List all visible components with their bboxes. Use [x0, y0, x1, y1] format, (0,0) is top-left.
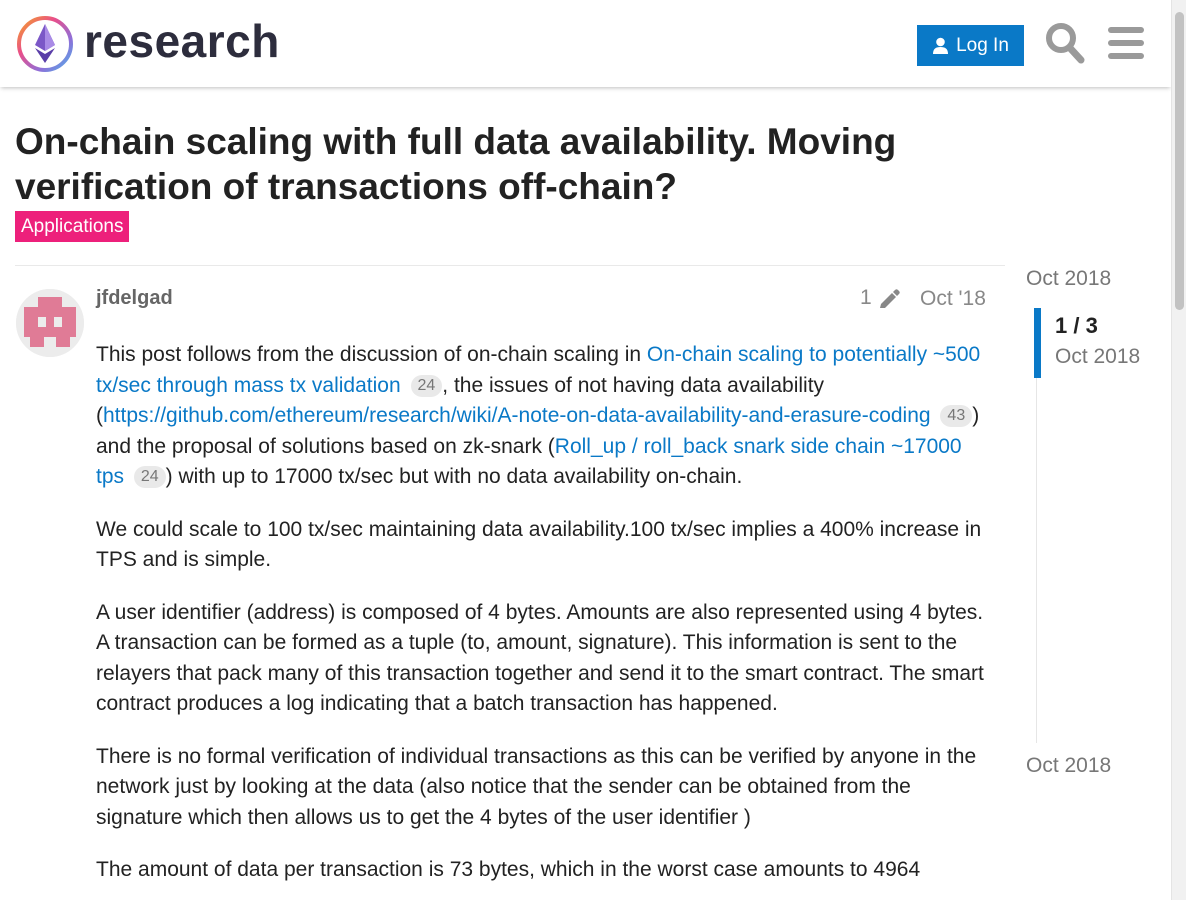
scrollbar-thumb[interactable]	[1175, 12, 1184, 310]
timeline-track[interactable]	[1036, 308, 1037, 743]
log-in-button[interactable]: Log In	[917, 25, 1024, 66]
timeline-handle[interactable]	[1034, 308, 1041, 378]
log-in-label: Log In	[956, 34, 1009, 56]
hamburger-menu-icon[interactable]	[1106, 24, 1146, 62]
pencil-icon	[879, 289, 900, 308]
post-username[interactable]: jfdelgad	[96, 287, 173, 309]
edit-history-button[interactable]: 1	[860, 286, 902, 310]
topic-link-onchain-scaling[interactable]: On-chain scaling to potentially ~500 tx/…	[96, 343, 981, 397]
avatar[interactable]	[16, 289, 84, 357]
link-click-count: 24	[410, 374, 443, 397]
topic-link-roll-up[interactable]: Roll_up / roll_back snark side chain ~17…	[96, 434, 962, 489]
post-date[interactable]: Oct '18	[920, 287, 986, 310]
category-badge[interactable]: Applications	[15, 211, 130, 242]
link-click-count: 43	[940, 405, 973, 427]
search-button[interactable]	[1043, 20, 1087, 66]
post-body: This post follows from the discussion of…	[96, 340, 986, 908]
post-paragraph: We could scale to 100 tx/sec maintaining…	[96, 517, 982, 572]
post-paragraph: This post follows from the discussion of…	[96, 340, 986, 493]
paragraph-text: , the issues of not having data availabi…	[96, 373, 825, 428]
edit-count: 1	[860, 286, 872, 309]
user-icon	[933, 37, 949, 54]
timeline-end-date[interactable]: Oct 2018	[1026, 754, 1112, 777]
post-paragraph: A user identifier (address) is composed …	[96, 600, 984, 716]
timeline-start-date[interactable]: Oct 2018	[1026, 267, 1112, 290]
paragraph-text: This post follows from the discussion of…	[96, 343, 647, 366]
topic-title[interactable]: On-chain scaling with full data availabi…	[15, 121, 897, 207]
divider	[15, 265, 1005, 266]
external-link-data-availability[interactable]: https://github.com/ethereum/research/wik…	[103, 404, 931, 427]
timeline-current-date: Oct 2018	[1055, 345, 1141, 368]
timeline-position: 1 / 3	[1055, 313, 1098, 338]
paragraph-text: ) with up to 17000 tx/sec but with no da…	[165, 465, 743, 488]
post-paragraph: The amount of data per transaction is 73…	[96, 858, 921, 881]
page-scrollbar[interactable]	[1171, 0, 1186, 900]
paragraph-text: ) and the proposal of solutions based on…	[96, 404, 980, 458]
site-logo[interactable]: research	[16, 14, 296, 74]
site-header: research Log In	[0, 0, 1171, 87]
post-paragraph: There is no formal verification of indiv…	[96, 744, 977, 829]
link-click-count: 24	[133, 466, 166, 488]
ethereum-logo-icon	[17, 16, 73, 72]
logo-text: research	[84, 15, 280, 67]
identicon-avatar	[16, 289, 84, 357]
search-icon	[1046, 23, 1085, 64]
